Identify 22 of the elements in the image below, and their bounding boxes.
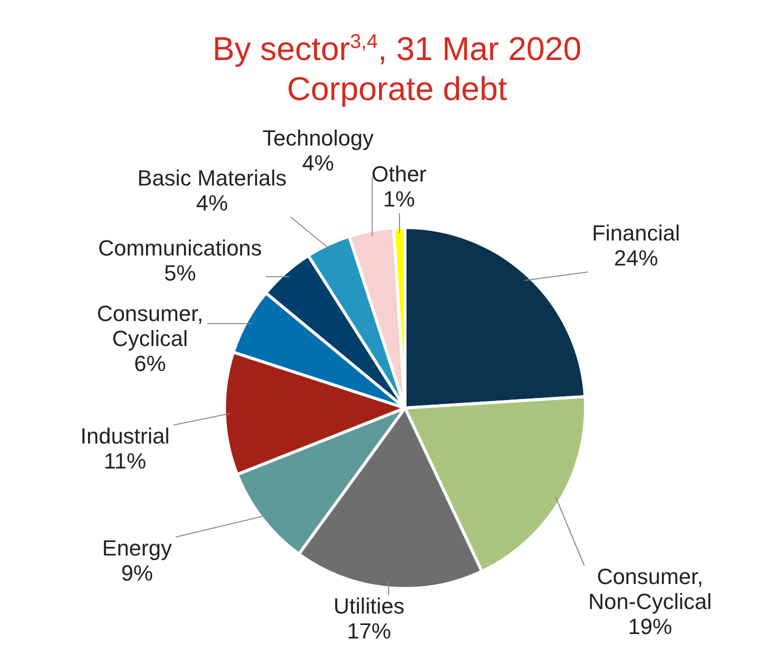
slice-label: Consumer, Non-Cyclical xyxy=(588,564,712,614)
slice-label: Energy xyxy=(102,536,172,561)
chart-subtitle: Corporate debt xyxy=(286,69,508,109)
data-label: 6% xyxy=(134,351,166,376)
data-label: 11% xyxy=(104,448,146,474)
data-label: 4% xyxy=(302,150,334,176)
slice-label: Consumer, Cyclical xyxy=(96,301,204,352)
slice-label: Financial xyxy=(592,220,680,246)
data-label: 19% xyxy=(628,614,672,640)
data-label: 24% xyxy=(614,246,658,271)
data-label: 17% xyxy=(346,618,392,644)
slice-label: Other xyxy=(371,162,427,187)
data-label: 4% xyxy=(196,190,228,216)
chart-title: By sector$^{3,4}$, 31 Mar 2020 xyxy=(212,29,582,69)
slice-label: Industrial xyxy=(80,424,170,449)
data-label: 9% xyxy=(121,560,153,586)
data-label: 1% xyxy=(383,186,415,212)
slice-label: Basic Materials xyxy=(137,166,287,191)
slice-label: Technology xyxy=(262,126,374,151)
data-label: 5% xyxy=(164,260,196,286)
slice-label: Utilities xyxy=(334,594,404,619)
slice-label: Communications xyxy=(98,236,262,261)
